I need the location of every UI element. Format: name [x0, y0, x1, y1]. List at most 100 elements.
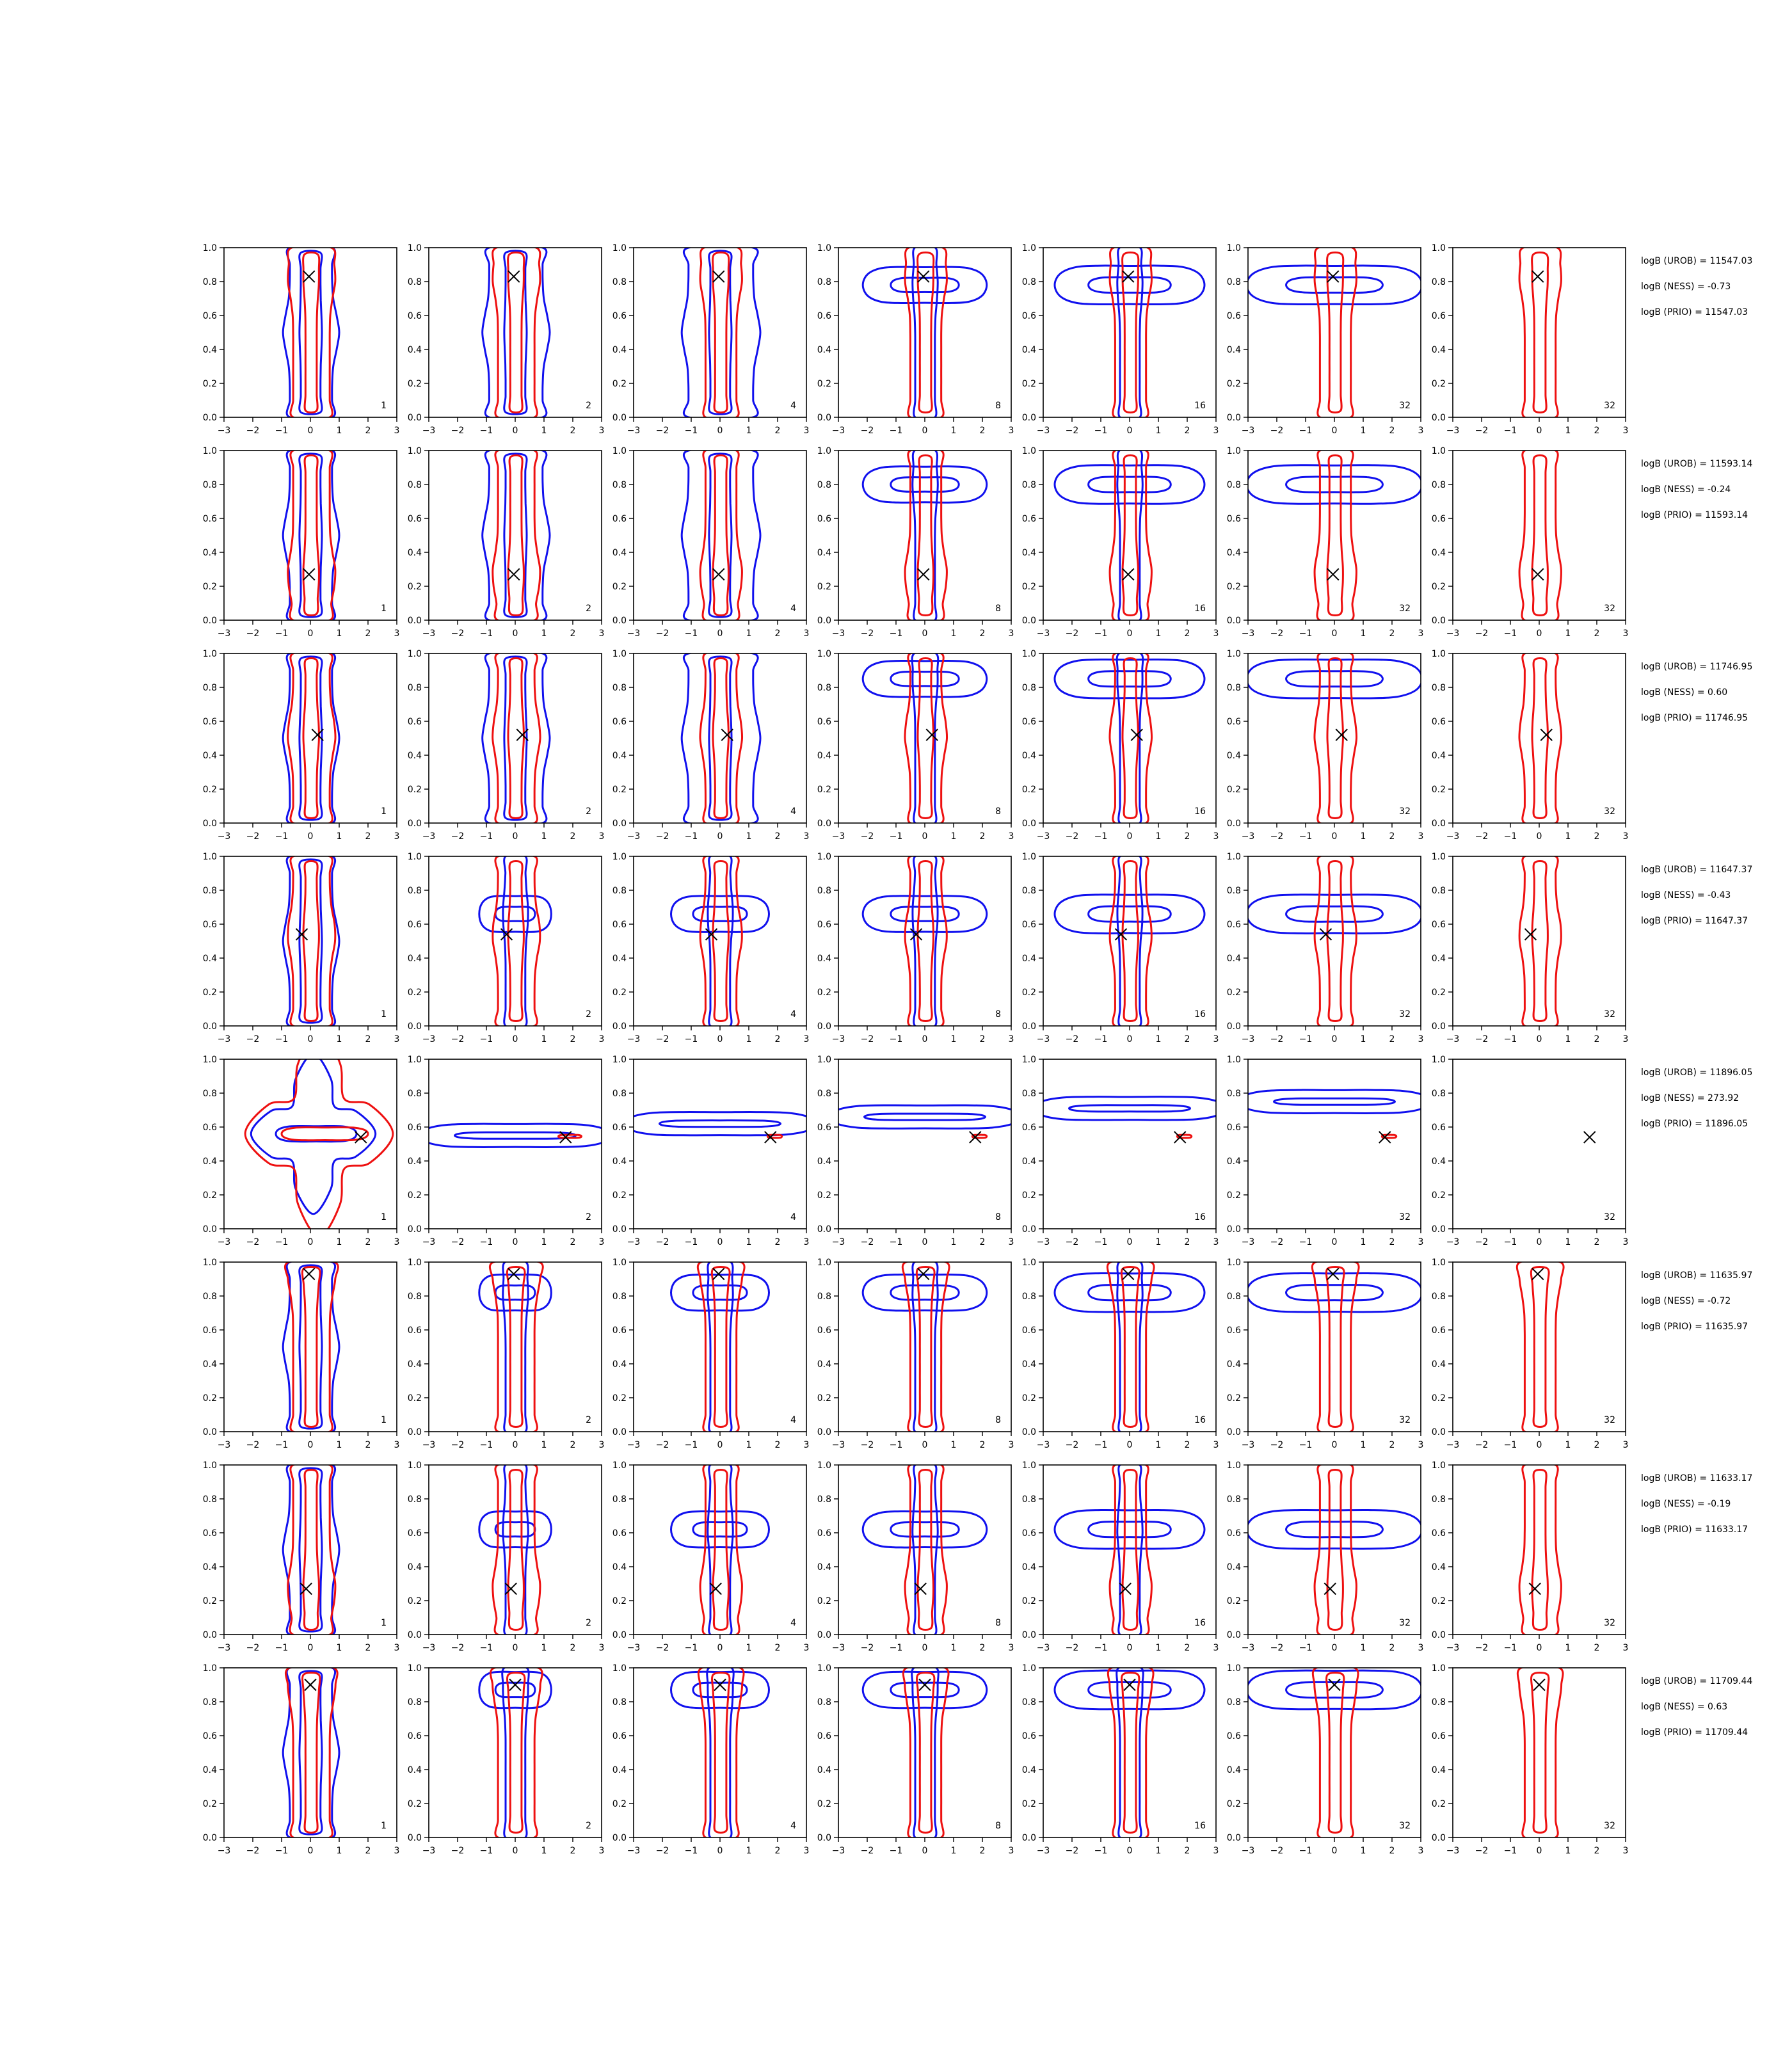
- y-tick-label: 0.0: [1432, 1224, 1446, 1235]
- panel-r7-c4: −3 −2 −1 0 1 2 3 0.0 0.2 0.4 0.6 0.8 1.0 8: [817, 1460, 1014, 1653]
- x-tick-label: 0: [1332, 1237, 1338, 1247]
- axes-frame: [428, 1059, 602, 1229]
- x-tick-label: −2: [451, 426, 465, 436]
- axes-frame: [838, 856, 1012, 1027]
- axes-frame: [838, 1464, 1012, 1635]
- blue-contour-2: [1087, 276, 1172, 294]
- logb-annotation: logB (NESS) = -0.72: [1641, 1296, 1731, 1306]
- contours: [1248, 1465, 1421, 1635]
- x-tick-label: −2: [246, 628, 260, 639]
- true-value-marker: [1119, 1582, 1132, 1596]
- x-tick-label: 0: [308, 1440, 314, 1450]
- x-tick-label: −3: [1446, 628, 1460, 639]
- x-tick-label: 1: [1156, 1440, 1162, 1450]
- axes-frame: [633, 856, 807, 1027]
- y-tick-label: 1.0: [203, 649, 217, 659]
- x-tick-label: 0: [1127, 831, 1133, 842]
- x-tick-label: −2: [1066, 426, 1079, 436]
- y-tick-label: 1.0: [1432, 1055, 1446, 1065]
- contours: [680, 248, 762, 417]
- blue-contour-1: [861, 659, 988, 698]
- y-tick-label: 0.4: [1432, 1359, 1446, 1370]
- y-tick-label: 1.0: [408, 852, 422, 862]
- blue-contour-1: [1248, 893, 1421, 934]
- x-tick-label: 1: [746, 628, 752, 639]
- y-tick-label: 0.2: [612, 1596, 627, 1606]
- red-contour-5: [1121, 454, 1139, 616]
- logb-annotations-row-1: logB (UROB) = 11547.03 logB (NESS) = -0.7…: [1641, 256, 1752, 317]
- y-tick-label: 0.8: [1022, 886, 1036, 896]
- true-value-marker: [500, 928, 513, 941]
- red-contour-3: [284, 1262, 339, 1432]
- true-value-marker: [1528, 1582, 1541, 1596]
- blue-contour-2: [298, 1467, 323, 1633]
- y-tick-label: 1.0: [612, 1258, 627, 1268]
- x-tick-label: −3: [1037, 628, 1050, 639]
- y-tick-label: 0.6: [408, 1528, 422, 1539]
- y-tick-label: 0.2: [1432, 1393, 1446, 1404]
- x-tick-label: 0: [1332, 1440, 1338, 1450]
- x-tick-label: 3: [1418, 426, 1424, 436]
- x-tick-label: 1: [1361, 1237, 1366, 1247]
- y-tick-label: 0.0: [203, 1630, 217, 1640]
- y-tick-label: 0.4: [817, 954, 831, 964]
- y-tick-label: 0.6: [1227, 514, 1241, 524]
- x-tick-label: 2: [980, 1440, 986, 1450]
- x-tick-label: 2: [365, 1643, 371, 1653]
- x-tick-label: 1: [746, 1237, 752, 1247]
- x-tick-label: −1: [685, 1643, 698, 1653]
- y-tick-label: 0.2: [203, 1799, 217, 1809]
- axes-frame: [428, 1667, 602, 1838]
- y-tick-label: 0.2: [1227, 1596, 1241, 1606]
- x-tick-label: −3: [1037, 1643, 1050, 1653]
- x-tick-label: 1: [337, 1034, 342, 1044]
- x-tick-label: 0: [308, 1237, 314, 1247]
- blue-contour-2: [298, 1264, 323, 1430]
- x-tick-label: −2: [861, 1440, 874, 1450]
- red-contour-2: [1531, 454, 1549, 616]
- blue-contour-1: [1248, 1508, 1421, 1550]
- red-contour-3: [1313, 1465, 1357, 1635]
- x-tick-label: 2: [1594, 1440, 1600, 1450]
- contours: [1043, 1096, 1216, 1139]
- y-tick-label: 0.8: [408, 1697, 422, 1708]
- x-tick-label: 0: [1537, 628, 1542, 639]
- panel-label: 16: [1194, 1821, 1206, 1831]
- red-contour-1: [1518, 653, 1563, 823]
- x-tick-label: 0: [308, 831, 314, 842]
- x-tick-label: 3: [599, 1237, 605, 1247]
- y-tick-label: 0.8: [408, 1089, 422, 1099]
- x-tick-label: 2: [1185, 1034, 1190, 1044]
- y-tick-label: 0.6: [1022, 311, 1036, 321]
- x-tick-label: 3: [1623, 831, 1629, 842]
- blue-contour-3: [502, 1465, 529, 1635]
- y-tick-label: 0.4: [1227, 751, 1241, 761]
- x-tick-label: −2: [861, 1846, 874, 1856]
- x-tick-label: −1: [1094, 831, 1108, 842]
- x-tick-label: −3: [627, 1237, 641, 1247]
- logb-annotations-row-3: logB (UROB) = 11746.95 logB (NESS) = 0.60…: [1641, 662, 1752, 723]
- x-tick-label: −3: [1242, 831, 1255, 842]
- y-tick-label: 0.0: [1022, 819, 1036, 829]
- red-contour-5: [506, 1266, 526, 1428]
- blue-contour-2: [275, 1124, 358, 1143]
- true-value-marker: [1379, 1131, 1391, 1144]
- true-value-marker: [1319, 928, 1332, 941]
- x-tick-label: −3: [832, 1846, 845, 1856]
- contours: [1518, 1465, 1562, 1635]
- x-tick-label: 1: [1361, 1846, 1366, 1856]
- blue-contour-3: [501, 1668, 530, 1837]
- y-tick-label: 0.8: [817, 1494, 831, 1505]
- x-tick-label: 2: [775, 831, 781, 842]
- y-tick-label: 0.6: [817, 311, 831, 321]
- x-tick-label: −1: [480, 1237, 493, 1247]
- y-tick-label: 0.4: [1022, 1765, 1036, 1775]
- x-tick-label: −1: [275, 426, 289, 436]
- panel-r2-c7: −3 −2 −1 0 1 2 3 0.0 0.2 0.4 0.6 0.8 1.0 32: [1432, 446, 1629, 639]
- y-tick-label: 1.0: [1432, 1258, 1446, 1268]
- y-tick-label: 0.2: [817, 582, 831, 592]
- panel-label: 1: [381, 1212, 387, 1222]
- x-tick-label: 1: [1565, 1237, 1571, 1247]
- y-tick-label: 0.4: [817, 1765, 831, 1775]
- blue-contour-2: [1284, 1284, 1384, 1302]
